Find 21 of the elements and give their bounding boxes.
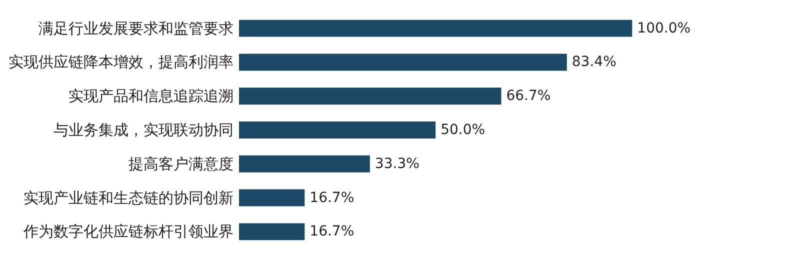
y-tick-label: 与业务集成，实现联动协同	[54, 121, 234, 139]
data-label: 33.3%	[374, 156, 420, 172]
y-tick-label: 实现产业链和生态链的协同创新	[24, 188, 234, 207]
y-tick-label: 满足行业发展要求和监管要求	[38, 19, 234, 38]
bar	[239, 88, 502, 105]
data-label: 16.7%	[310, 190, 354, 206]
bar	[239, 189, 305, 206]
data-label: 66.7%	[506, 88, 551, 104]
data-label: 50.0%	[440, 122, 486, 138]
bar	[239, 155, 370, 172]
y-tick-label: 实现供应链降本增效，提高利润率	[8, 53, 234, 72]
y-tick-label: 作为数字化供应链标杆引领业界	[22, 222, 234, 241]
bar	[239, 54, 567, 71]
data-label: 100.0%	[637, 20, 691, 36]
bar	[239, 122, 436, 138]
bar	[239, 20, 632, 37]
bar	[239, 223, 305, 240]
y-tick-label: 实现产品和信息追踪追溯	[68, 87, 234, 106]
data-label: 83.4%	[572, 54, 616, 70]
data-label: 16.7%	[310, 224, 354, 240]
y-tick-label: 提高客户满意度	[128, 154, 234, 173]
